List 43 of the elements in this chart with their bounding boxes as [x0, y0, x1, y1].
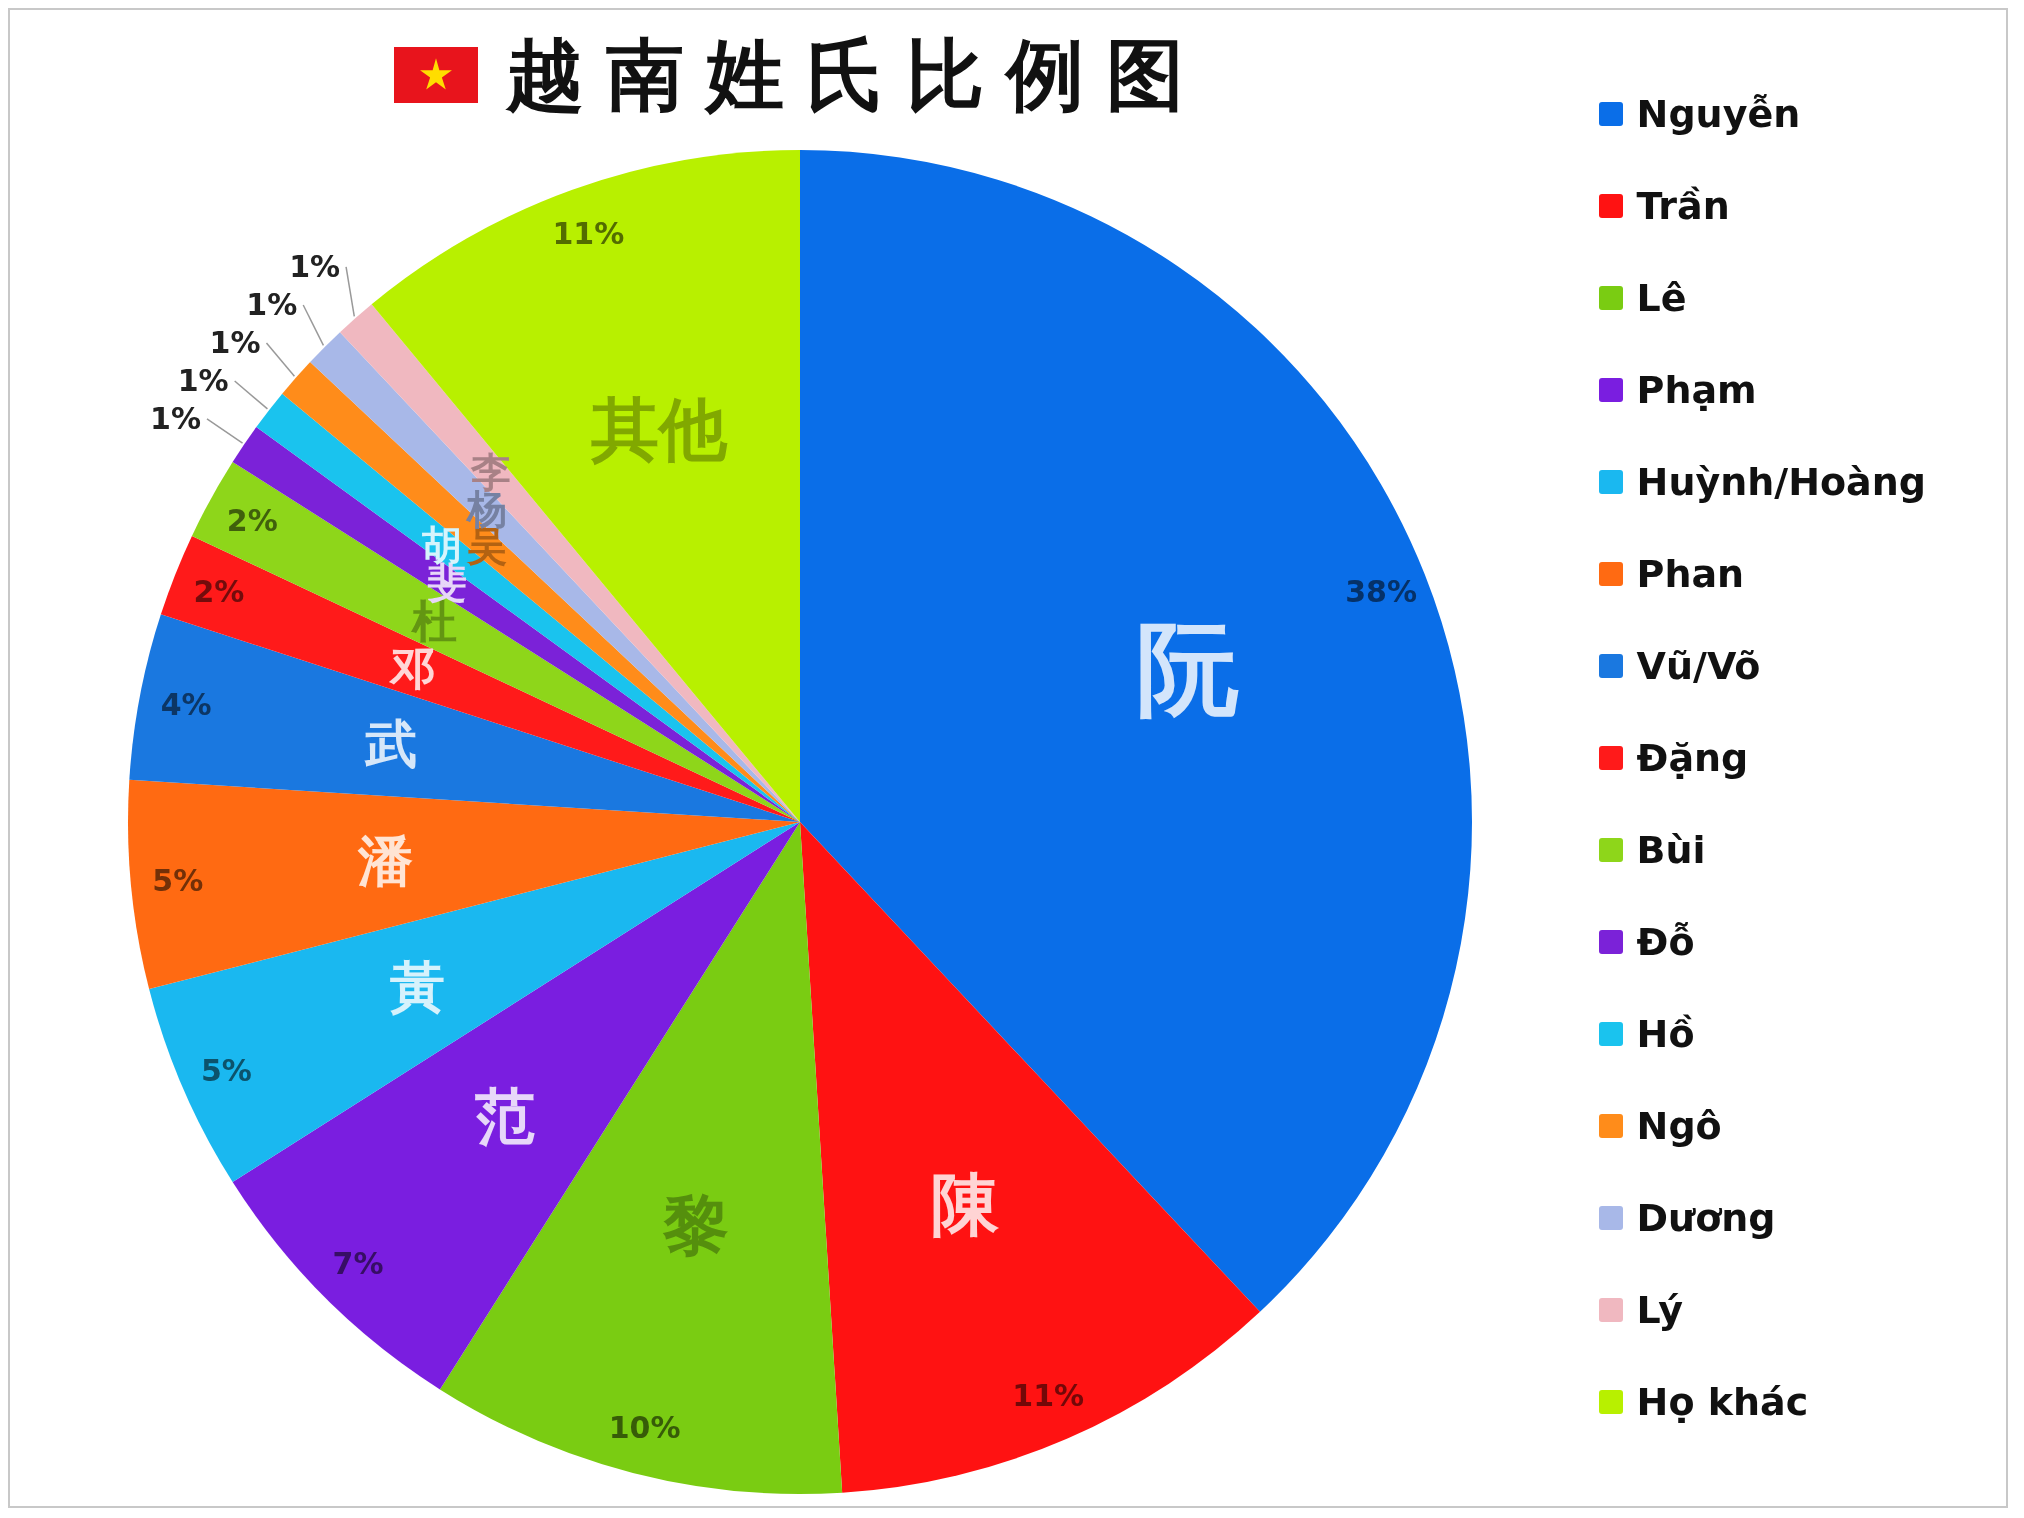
legend-label: Họ khác [1636, 1380, 1809, 1424]
legend-label: Dương [1636, 1196, 1776, 1240]
text: 黎 [663, 1187, 730, 1265]
legend-label: Đỗ [1636, 920, 1695, 964]
data-label: 11% [1012, 1378, 1085, 1414]
legend-label: Lê [1636, 276, 1687, 320]
legend-label: Lý [1636, 1288, 1683, 1332]
text: 阮 [1136, 609, 1239, 729]
data-label: 2% [193, 574, 245, 610]
data-label: 1% [177, 363, 229, 399]
legend-label: Bùi [1636, 828, 1706, 872]
legend-label: Nguyễn [1636, 92, 1801, 136]
pie-slice [800, 822, 1261, 1493]
legend-label: Huỳnh/Hoàng [1636, 460, 1926, 504]
text: 武 [364, 713, 417, 774]
legend-label: Đặng [1636, 736, 1749, 780]
data-label: 2% [226, 503, 278, 539]
pie-slice [149, 822, 800, 1183]
data-label: 4% [160, 687, 212, 723]
legend-label: Ngô [1636, 1104, 1722, 1148]
text: 潘 [357, 829, 413, 894]
data-label: 5% [200, 1052, 252, 1088]
data-label: 38% [1345, 574, 1417, 610]
text: 其他 [590, 390, 727, 470]
text: 黃 [390, 955, 446, 1020]
text: 范 [475, 1082, 536, 1152]
data-label: 1% [150, 401, 201, 437]
data-label: 1% [209, 325, 261, 361]
text: 陳 [931, 1164, 1000, 1244]
chart-title: 越南姓氏比例图 [506, 30, 1206, 120]
data-label: 1% [289, 249, 341, 285]
legend-label: Trần [1636, 184, 1730, 228]
legend-label: Phan [1636, 552, 1745, 596]
data-label: 10% [608, 1409, 681, 1445]
legend-label: Vũ/Võ [1636, 644, 1761, 688]
text: 邓 [390, 642, 436, 696]
legend-label: Phạm [1636, 368, 1757, 412]
pie-slice [800, 150, 1471, 1312]
data-label: 5% [152, 863, 204, 899]
data-label: 11% [552, 216, 625, 252]
data-label: 1% [246, 287, 298, 323]
legend-label: Hồ [1636, 1012, 1695, 1056]
data-label: 7% [332, 1246, 384, 1282]
